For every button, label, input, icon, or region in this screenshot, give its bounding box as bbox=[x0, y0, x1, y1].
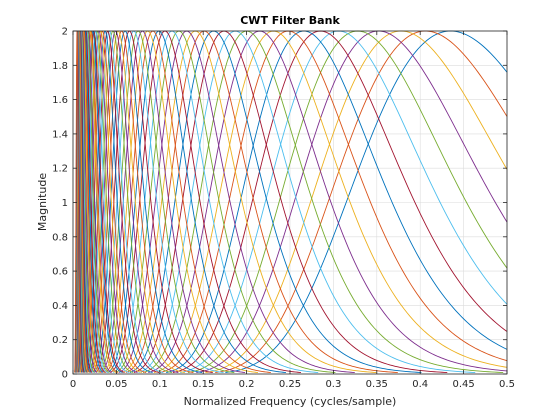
filter-curve bbox=[148, 30, 508, 373]
y-tick-label: 1.6 bbox=[52, 95, 68, 106]
filter-curve bbox=[172, 30, 508, 373]
filter-curve bbox=[180, 30, 508, 373]
filter-curve bbox=[215, 30, 508, 373]
y-tick-label: 0.8 bbox=[52, 232, 68, 243]
filter-curve bbox=[86, 30, 160, 373]
filter-curve bbox=[102, 30, 259, 373]
ticks: 0 0.05 0.1 0.15 0.2 0.25 0.3 0.35 0.4 0.45 0.5 0 0.2… bbox=[52, 27, 515, 391]
x-tick-label: 0.1 bbox=[152, 379, 168, 390]
x-tick-label: 0.2 bbox=[239, 379, 255, 390]
filter-curve bbox=[118, 30, 355, 373]
filter-curve bbox=[122, 30, 377, 373]
filter-curve bbox=[100, 30, 246, 373]
x-tick-label: 0 bbox=[70, 379, 76, 390]
y-tick-label: 1.8 bbox=[52, 61, 68, 72]
filter-curve bbox=[80, 30, 125, 373]
chart-title: CWT Filter Bank bbox=[240, 14, 340, 27]
filter-curve bbox=[142, 30, 504, 373]
filter-curve bbox=[89, 30, 179, 373]
filter-curve bbox=[125, 30, 398, 373]
filter-curve bbox=[97, 30, 224, 373]
filter-curve bbox=[159, 30, 508, 373]
filter-curve bbox=[133, 30, 448, 373]
filter-curve bbox=[129, 30, 422, 373]
y-tick-label: 0 bbox=[62, 370, 68, 381]
y-tick-label: 0.4 bbox=[52, 301, 68, 312]
y-tick-label: 2 bbox=[62, 27, 68, 38]
filter-curve bbox=[138, 30, 476, 373]
x-tick-label: 0.25 bbox=[279, 379, 301, 390]
y-tick-label: 1.2 bbox=[52, 164, 68, 175]
filter-curve bbox=[92, 30, 194, 373]
filter-curve bbox=[166, 30, 508, 373]
filter-curve bbox=[225, 30, 508, 373]
x-tick-label: 0.4 bbox=[412, 379, 428, 390]
filter-curve bbox=[90, 30, 185, 373]
filter-curve bbox=[196, 30, 508, 373]
x-tick-label: 0.5 bbox=[499, 379, 515, 390]
x-axis-label: Normalized Frequency (cycles/sample) bbox=[184, 395, 397, 408]
y-axis-label: Magnitude bbox=[36, 173, 49, 232]
filter-curve bbox=[107, 30, 286, 373]
x-tick-label: 0.45 bbox=[452, 379, 474, 390]
y-tick-label: 1 bbox=[62, 198, 68, 209]
filter-curve bbox=[74, 30, 84, 373]
x-tick-label: 0.05 bbox=[105, 379, 127, 390]
y-tick-label: 0.2 bbox=[52, 335, 68, 346]
x-tick-label: 0.15 bbox=[192, 379, 214, 390]
filter-curve bbox=[205, 30, 508, 373]
filter-curves bbox=[74, 30, 508, 373]
filter-curve bbox=[109, 30, 302, 373]
y-tick-label: 1.4 bbox=[52, 129, 68, 140]
filter-curve bbox=[95, 30, 213, 373]
x-tick-label: 0.3 bbox=[325, 379, 341, 390]
y-tick-label: 0.6 bbox=[52, 267, 68, 278]
filter-curve bbox=[84, 30, 147, 373]
filter-curve bbox=[112, 30, 319, 373]
filter-curve bbox=[87, 30, 164, 373]
filter-curve bbox=[115, 30, 336, 373]
filter-curve bbox=[81, 30, 130, 373]
filter-curve bbox=[153, 30, 508, 373]
x-tick-label: 0.35 bbox=[366, 379, 388, 390]
